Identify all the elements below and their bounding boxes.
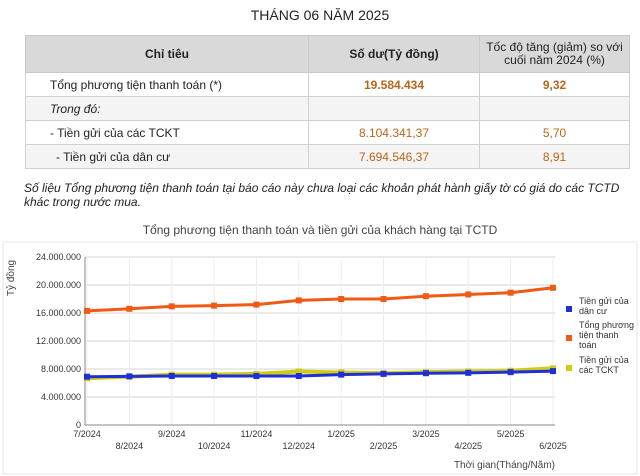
row-label: Trong đó: — [25, 96, 309, 121]
header-growth-rate: Tốc độ tăng (giảm) so với cuối năm 2024 … — [479, 35, 630, 73]
y-tick-label: 20.000.000 — [36, 280, 81, 290]
data-point — [380, 296, 387, 302]
stats-table: Chỉ tiêu Số dư(Tỷ đồng) Tốc độ tăng (giả… — [25, 35, 630, 169]
row-label: - Tiền gửi của dân cư — [25, 144, 309, 169]
series-line — [86, 369, 554, 379]
x-tick-label: 11/2024 — [241, 429, 273, 439]
data-point — [380, 370, 387, 377]
data-point — [295, 368, 302, 375]
row-label: - Tiền gửi của các TCKT — [25, 120, 309, 145]
row-value: 7.694.546,37 — [308, 144, 480, 169]
data-point — [507, 289, 514, 296]
row-value — [308, 96, 480, 121]
data-point — [465, 369, 472, 376]
legend-label: Tiền gửi của các TCKT — [579, 355, 629, 375]
row-value: 8.104.341,37 — [308, 120, 480, 145]
data-point — [84, 373, 90, 380]
legend-label: Tiền gửi của dân cư — [579, 296, 629, 316]
x-tick-label: 4/2025 — [455, 441, 483, 451]
x-axis-label: Thời gian(Tháng/Năm) — [454, 460, 555, 471]
row-rate — [479, 96, 630, 121]
y-tick-label: 24.000.000 — [36, 252, 81, 262]
data-point — [465, 291, 472, 298]
x-tick-label: 12/2024 — [283, 441, 316, 451]
data-point — [253, 301, 260, 308]
data-point — [507, 369, 514, 376]
header-balance: Số dư(Tỷ đồng) — [308, 35, 480, 73]
row-rate: 9,32 — [479, 72, 630, 97]
row-label: Tổng phương tiện thanh toán (*) — [25, 72, 309, 97]
data-point — [338, 371, 345, 378]
y-tick-label: 8.000.000 — [41, 364, 81, 374]
y-tick-label: 16.000.000 — [36, 308, 81, 318]
row-rate: 5,70 — [479, 120, 630, 145]
line-chart: Tổng phương tiện thanh toán và tiền gửi … — [2, 223, 638, 475]
data-point — [211, 302, 218, 309]
data-point — [84, 307, 90, 314]
data-point — [550, 368, 556, 375]
chart-container: Tổng phương tiện thanh toán và tiền gửi … — [0, 220, 640, 476]
x-tick-label: 5/2025 — [497, 429, 525, 439]
data-point — [295, 373, 302, 379]
data-point — [126, 305, 133, 312]
y-tick-label: 4.000.000 — [41, 392, 81, 402]
y-axis-label: Tỷ đồng — [5, 260, 17, 296]
series-line — [86, 286, 554, 313]
x-tick-label: 6/2025 — [539, 441, 567, 451]
page-title: THÁNG 06 NĂM 2025 — [250, 7, 390, 23]
x-tick-label: 8/2024 — [116, 441, 144, 451]
data-point — [211, 373, 218, 379]
y-tick-label: 12.000.000 — [36, 336, 81, 346]
legend-swatch — [566, 335, 572, 341]
data-point — [295, 297, 302, 304]
footnote: Số liệu Tổng phương tiện thanh toán tại … — [24, 181, 620, 209]
x-tick-label: 3/2025 — [412, 429, 440, 439]
data-point — [422, 293, 429, 300]
header-indicator: Chỉ tiêu — [25, 35, 309, 73]
legend-swatch — [566, 365, 572, 371]
y-tick-label: 0 — [76, 420, 81, 430]
data-point — [126, 373, 133, 380]
chart-title: Tổng phương tiện thanh toán và tiền gửi … — [143, 223, 498, 237]
x-tick-label: 7/2024 — [73, 429, 101, 439]
data-point — [550, 284, 556, 291]
x-tick-label: 2/2025 — [370, 441, 398, 451]
table-row: - Tiền gửi của dân cư 7.694.546,37 8,91 — [25, 144, 630, 169]
row-value: 19.584.434 — [308, 72, 480, 97]
legend-swatch — [566, 306, 572, 312]
data-point — [338, 296, 345, 302]
chart-frame — [2, 241, 638, 475]
data-point — [422, 370, 429, 377]
table-header-row: Chỉ tiêu Số dư(Tỷ đồng) Tốc độ tăng (giả… — [25, 35, 630, 73]
table-row: Trong đó: — [25, 96, 630, 121]
legend-label: Tổng phương tiện thanh toán — [579, 320, 634, 350]
x-tick-label: 1/2025 — [327, 429, 355, 439]
x-tick-label: 9/2024 — [158, 429, 186, 439]
data-point — [168, 373, 175, 379]
row-rate: 8,91 — [479, 144, 630, 169]
data-point — [253, 373, 260, 379]
table-row: Tổng phương tiện thanh toán (*) 19.584.4… — [25, 72, 630, 97]
table-row: - Tiền gửi của các TCKT 8.104.341,37 5,7… — [25, 120, 630, 145]
x-tick-label: 10/2024 — [198, 441, 231, 451]
data-point — [168, 303, 175, 310]
